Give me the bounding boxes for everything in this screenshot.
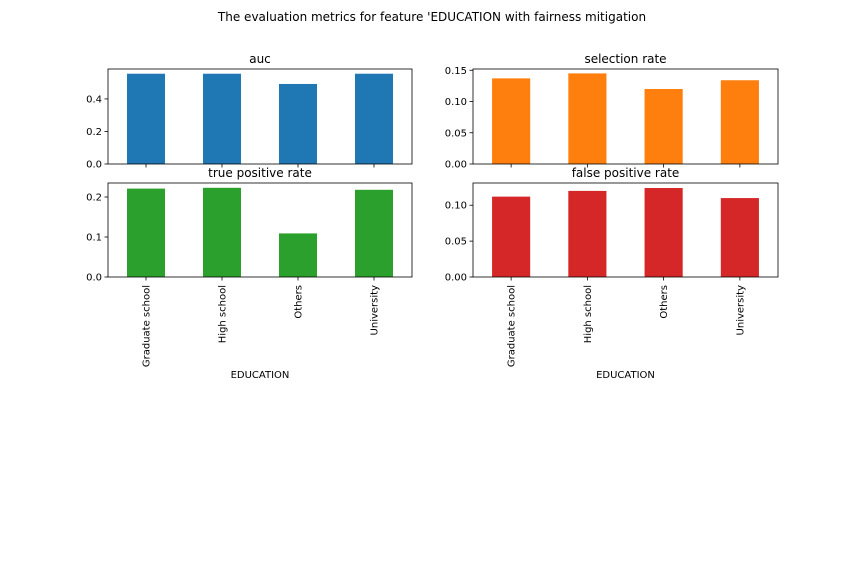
x-tick-label: Graduate school — [507, 285, 518, 367]
y-tick-label: 0.00 — [445, 273, 467, 284]
bar-4-1 — [492, 196, 531, 277]
y-tick-label: 0.1 — [86, 233, 102, 244]
axes-frame — [472, 182, 779, 278]
subplot-1: 0.0 0.2 0.4 auc — [86, 52, 413, 171]
y-tick-label: 0.0 — [86, 273, 102, 284]
subplot-title: true positive rate — [208, 166, 312, 180]
bar-4-2 — [568, 190, 607, 277]
bar-2-2 — [568, 73, 607, 164]
x-tick-label: Graduate school — [142, 285, 153, 367]
bar-4-4 — [720, 198, 759, 277]
bar-3-4 — [355, 189, 393, 277]
bar-1-1 — [127, 73, 165, 164]
y-tick-label: 0.2 — [86, 193, 102, 204]
bar-2-3 — [644, 89, 683, 164]
x-tick-label: High school — [583, 285, 594, 343]
y-tick-label: 0.4 — [86, 94, 102, 105]
subplot-title: selection rate — [584, 52, 666, 66]
bar-1-4 — [355, 73, 393, 164]
bar-1-3 — [279, 83, 317, 164]
axes-frame — [472, 68, 779, 165]
y-tick-label: 0.05 — [445, 128, 467, 139]
y-tick-label: 0.00 — [445, 160, 467, 171]
y-tick-label: 0.0 — [86, 160, 102, 171]
subplot-title: false positive rate — [572, 166, 680, 180]
x-tick-label: Others — [659, 285, 670, 319]
subplot-title: auc — [249, 52, 271, 66]
bar-1-2 — [203, 73, 241, 164]
subplot-4: 0.00 0.05 0.10 Graduate school High school Ot… — [445, 166, 779, 381]
subplot-3: 0.0 0.1 0.2 Graduate school High school Other… — [86, 166, 413, 381]
bar-2-1 — [492, 78, 531, 164]
bar-3-1 — [127, 188, 165, 277]
y-tick-label: 0.15 — [445, 66, 467, 77]
x-axis-label: EDUCATION — [596, 370, 655, 381]
bar-3-3 — [279, 233, 317, 277]
y-tick-label: 0.10 — [445, 201, 467, 212]
subplot-2: 0.00 0.05 0.10 0.15 selection rate — [445, 52, 779, 171]
x-axis-label: EDUCATION — [231, 370, 290, 381]
bar-3-2 — [203, 187, 241, 277]
axes-frame — [107, 68, 413, 165]
bar-4-3 — [644, 188, 683, 277]
x-tick-label: University — [370, 285, 381, 336]
bar-2-4 — [720, 80, 759, 164]
x-tick-label: High school — [218, 285, 229, 343]
y-tick-label: 0.10 — [445, 97, 467, 108]
figure-title: The evaluation metrics for feature 'EDUC… — [217, 10, 647, 24]
y-tick-label: 0.05 — [445, 237, 467, 248]
y-tick-label: 0.2 — [86, 127, 102, 138]
axes-frame — [107, 182, 413, 278]
x-tick-label: Others — [294, 285, 305, 319]
x-tick-label: University — [735, 285, 746, 336]
